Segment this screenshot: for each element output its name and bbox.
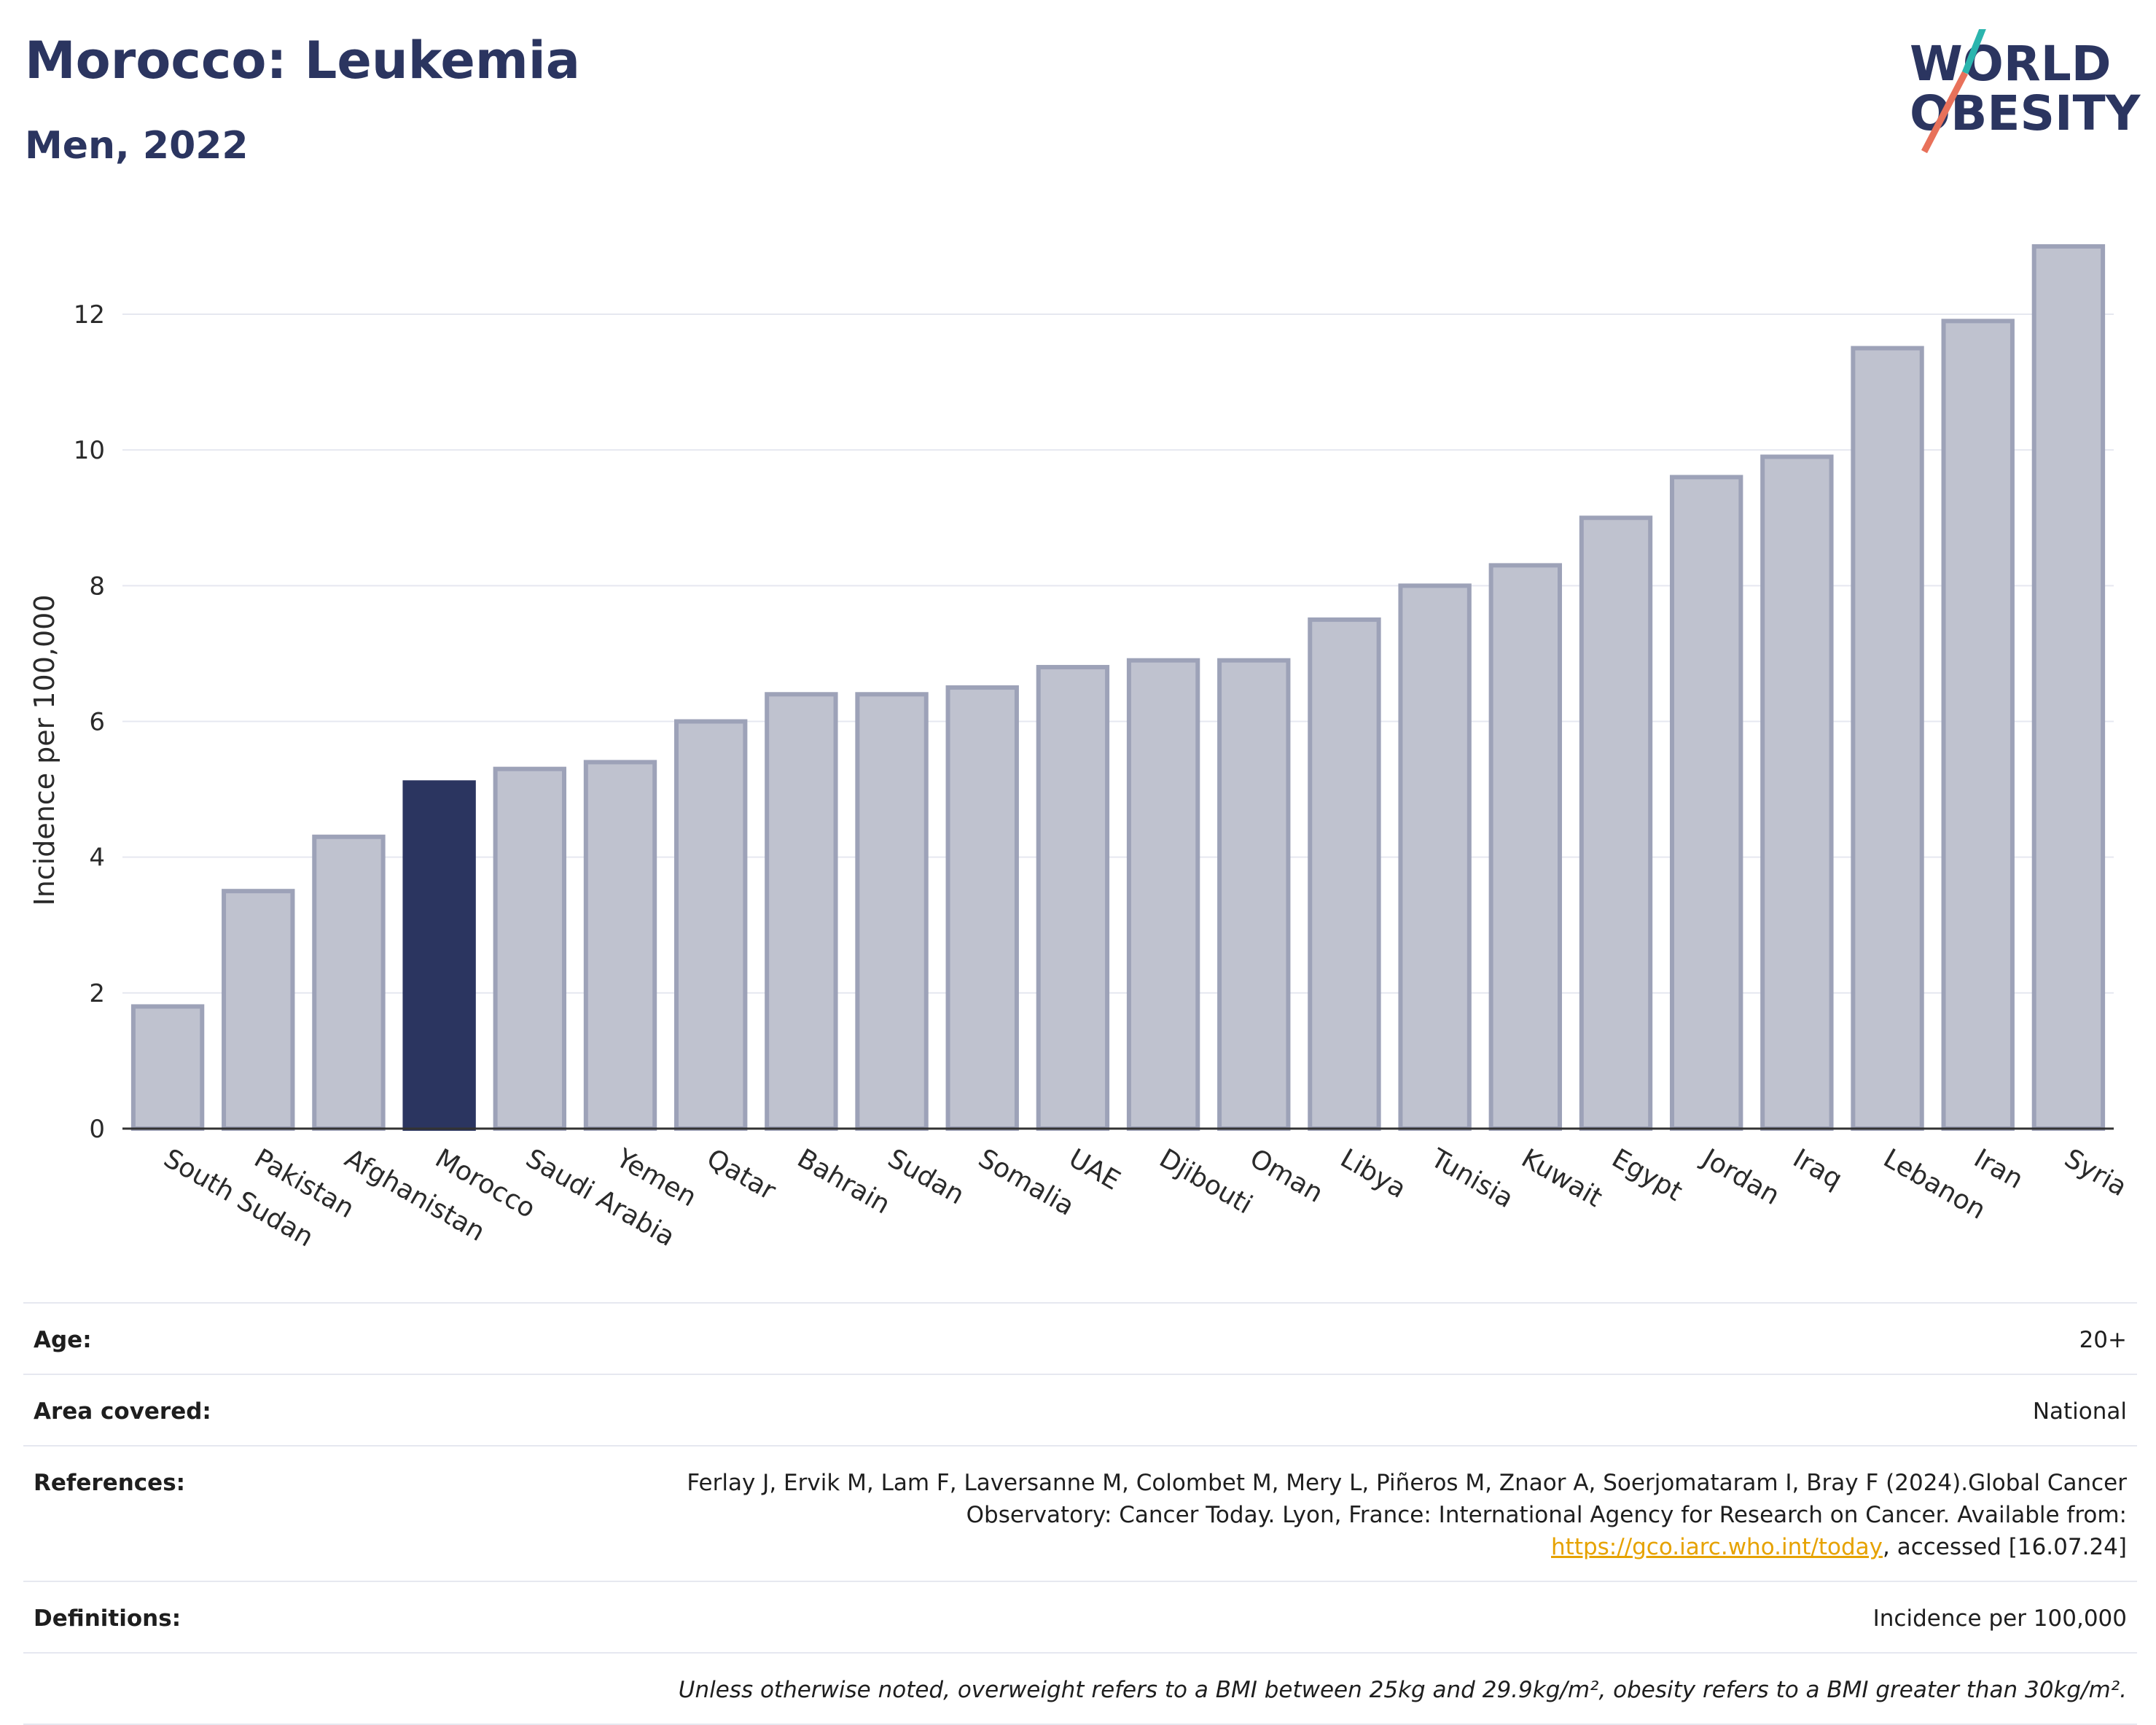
logo-slash-teal [1961, 29, 1986, 74]
bar-somalia [945, 685, 1019, 1131]
bar-afghanistan [312, 834, 386, 1132]
bmi-note: Unless otherwise noted, overweight refer… [678, 1677, 2127, 1703]
bar-egypt [1579, 515, 1653, 1131]
info-row-references: References: Ferlay J, Ervik M, Lam F, La… [23, 1445, 2137, 1581]
logo-line-2: OBESITY [1910, 85, 2141, 141]
page-subtitle: Men, 2022 [25, 124, 249, 168]
area-value: National [2032, 1398, 2127, 1425]
y-tick-label: 8 [89, 572, 105, 601]
bar-pakistan [222, 889, 295, 1132]
x-tick-label: Syria [2059, 1143, 2131, 1202]
references-text-1: Ferlay J, Ervik M, Lam F, Laversanne M, … [687, 1470, 2127, 1528]
info-row-area: Area covered: National [23, 1374, 2137, 1445]
y-axis-ticks: 0 2 4 6 8 10 12 [74, 300, 105, 1144]
y-axis-title: Incidence per 100,000 [28, 594, 60, 906]
x-tick-label: Jordan [1696, 1142, 1784, 1211]
references-label: References: [34, 1470, 186, 1496]
x-tick-label: Oman [1245, 1143, 1328, 1209]
x-tick-label: Egypt [1607, 1143, 1687, 1207]
x-tick-label: Lebanon [1878, 1143, 1991, 1226]
age-label: Age: [34, 1327, 92, 1353]
area-label: Area covered: [34, 1398, 211, 1425]
y-tick-label: 12 [74, 300, 105, 330]
x-tick-label: Bahrain [792, 1143, 895, 1220]
bar-yemen [583, 760, 657, 1131]
info-row-definitions: Definitions: Incidence per 100,000 [23, 1581, 2137, 1652]
y-tick-label: 2 [89, 979, 105, 1008]
bar-morocco [402, 780, 476, 1131]
info-row-note: Unless otherwise noted, overweight refer… [23, 1652, 2137, 1725]
bar-chart: 0 2 4 6 8 10 12 South SudanPakistanAfghanistan… [28, 244, 2132, 1253]
x-tick-label: Tunisia [1425, 1143, 1518, 1214]
x-tick-label: Iraq [1788, 1143, 1847, 1195]
page-title: Morocco: Leukemia [25, 31, 581, 90]
x-tick-label: Djibouti [1155, 1143, 1257, 1220]
y-tick-label: 6 [89, 708, 105, 737]
bar-iran [1941, 319, 2015, 1131]
y-tick-label: 0 [89, 1115, 105, 1144]
definitions-value: Incidence per 100,000 [1872, 1605, 2127, 1632]
x-tick-label: Iran [1969, 1143, 2028, 1195]
x-tick-label: Kuwait [1516, 1143, 1607, 1213]
info-row-age: Age: 20+ [23, 1302, 2137, 1374]
bar-tunisia [1398, 583, 1472, 1131]
references-text-2: , accessed [16.07.24] [1882, 1534, 2127, 1560]
bar-sudan [855, 692, 929, 1131]
x-tick-label: South Sudan [159, 1143, 319, 1253]
logo-slash-coral [1921, 71, 1968, 154]
bar-bahrain [765, 692, 838, 1131]
bar-iraq [1760, 454, 1834, 1131]
bar-syria [2031, 244, 2106, 1131]
bar-qatar [673, 719, 748, 1131]
world-obesity-logo: WORLD OBESITY [1910, 29, 2141, 154]
y-tick-label: 4 [89, 844, 105, 873]
y-tick-label: 10 [74, 436, 105, 465]
x-tick-label: Somalia [973, 1143, 1079, 1222]
x-tick-label: UAE [1063, 1143, 1125, 1196]
bar-kuwait [1488, 563, 1563, 1131]
bar-south-sudan [130, 1004, 205, 1132]
x-tick-label: Qatar [702, 1143, 781, 1206]
bar-lebanon [1851, 346, 1924, 1132]
age-value: 20+ [2079, 1327, 2127, 1353]
x-tick-label: Sudan [883, 1143, 969, 1210]
bar-djibouti [1126, 658, 1200, 1131]
references-link[interactable]: https://gco.iarc.who.int/today [1551, 1534, 1883, 1560]
bar-oman [1217, 658, 1291, 1131]
bar-uae [1036, 665, 1110, 1131]
info-table: Age: 20+ Area covered: National Referenc… [23, 1302, 2137, 1725]
logo-line-1: WORLD [1910, 36, 2112, 92]
definitions-label: Definitions: [34, 1605, 181, 1632]
x-tick-label: Saudi Arabia [520, 1143, 679, 1253]
bars [130, 244, 2106, 1132]
bar-saudi-arabia [493, 766, 567, 1131]
x-tick-label: Libya [1335, 1143, 1411, 1204]
bar-jordan [1669, 475, 1743, 1131]
x-axis-labels: South SudanPakistanAfghanistanMoroccoSau… [159, 1142, 2132, 1253]
references-value: Ferlay J, Ervik M, Lam F, Laversanne M, … [647, 1467, 2127, 1563]
bar-libya [1308, 617, 1381, 1131]
